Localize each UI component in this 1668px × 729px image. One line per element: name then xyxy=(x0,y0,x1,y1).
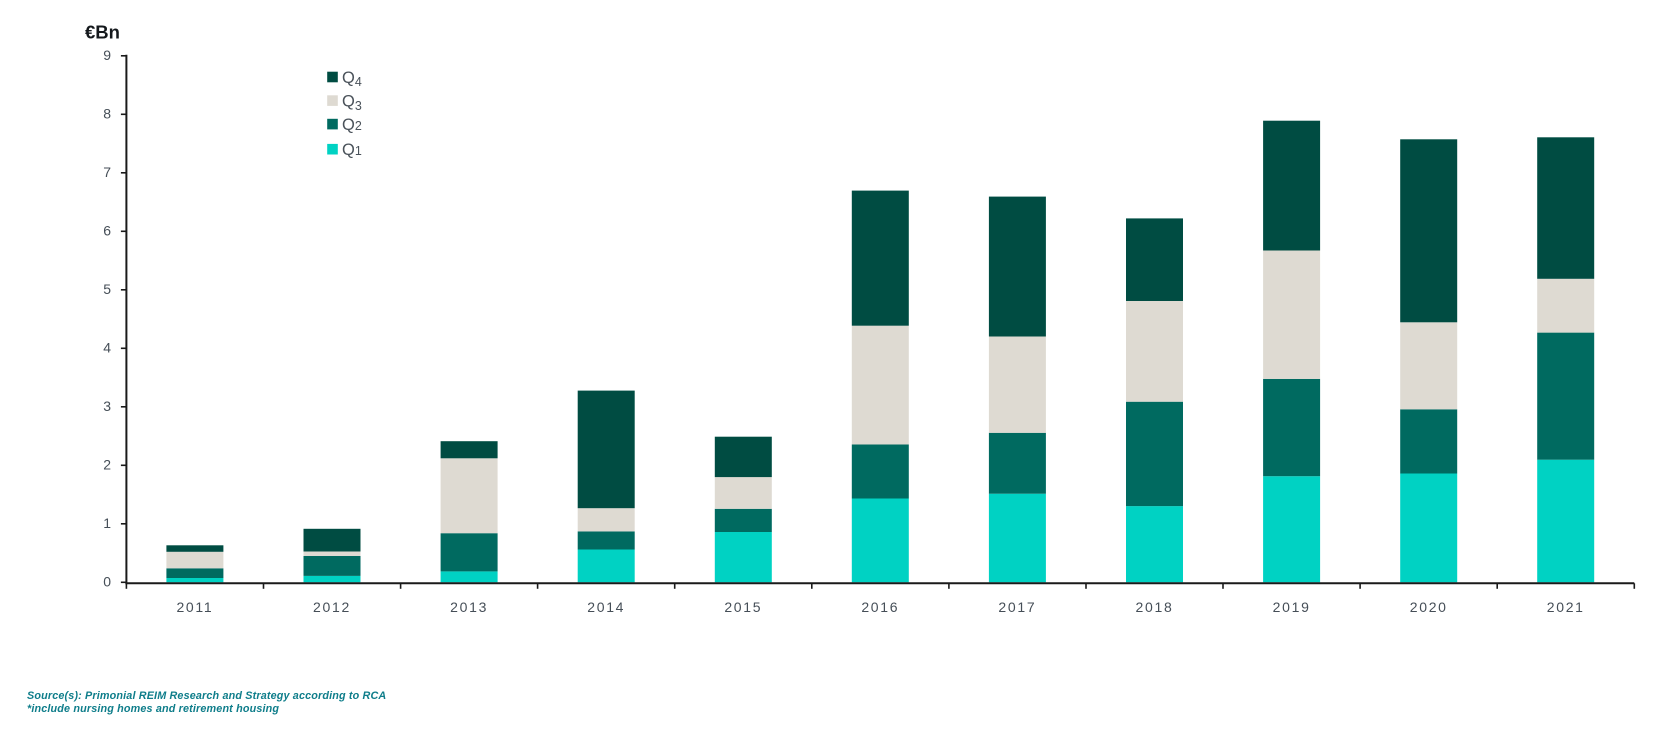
svg-text:€Bn: €Bn xyxy=(85,22,120,43)
svg-text:2: 2 xyxy=(103,456,111,472)
svg-text:2012: 2012 xyxy=(313,599,351,615)
svg-text:2019: 2019 xyxy=(1273,599,1311,615)
svg-text:Q1: Q1 xyxy=(342,141,362,159)
svg-text:2014: 2014 xyxy=(587,599,625,615)
svg-text:3: 3 xyxy=(103,398,111,414)
svg-text:6: 6 xyxy=(103,222,111,238)
svg-text:Q2: Q2 xyxy=(342,116,362,134)
svg-text:2020: 2020 xyxy=(1410,599,1448,615)
svg-text:5: 5 xyxy=(103,281,111,297)
svg-text:2018: 2018 xyxy=(1136,599,1174,615)
svg-text:1: 1 xyxy=(103,515,111,531)
svg-text:2021: 2021 xyxy=(1547,599,1585,615)
svg-text:2011: 2011 xyxy=(176,599,213,615)
svg-text:0: 0 xyxy=(103,573,111,589)
svg-text:2013: 2013 xyxy=(450,599,488,615)
svg-text:2017: 2017 xyxy=(998,599,1036,615)
svg-text:2015: 2015 xyxy=(724,599,762,615)
svg-text:9: 9 xyxy=(103,47,111,63)
svg-text:7: 7 xyxy=(103,164,111,180)
svg-text:4: 4 xyxy=(103,339,111,355)
svg-text:8: 8 xyxy=(103,105,111,121)
svg-text:2016: 2016 xyxy=(861,599,899,615)
